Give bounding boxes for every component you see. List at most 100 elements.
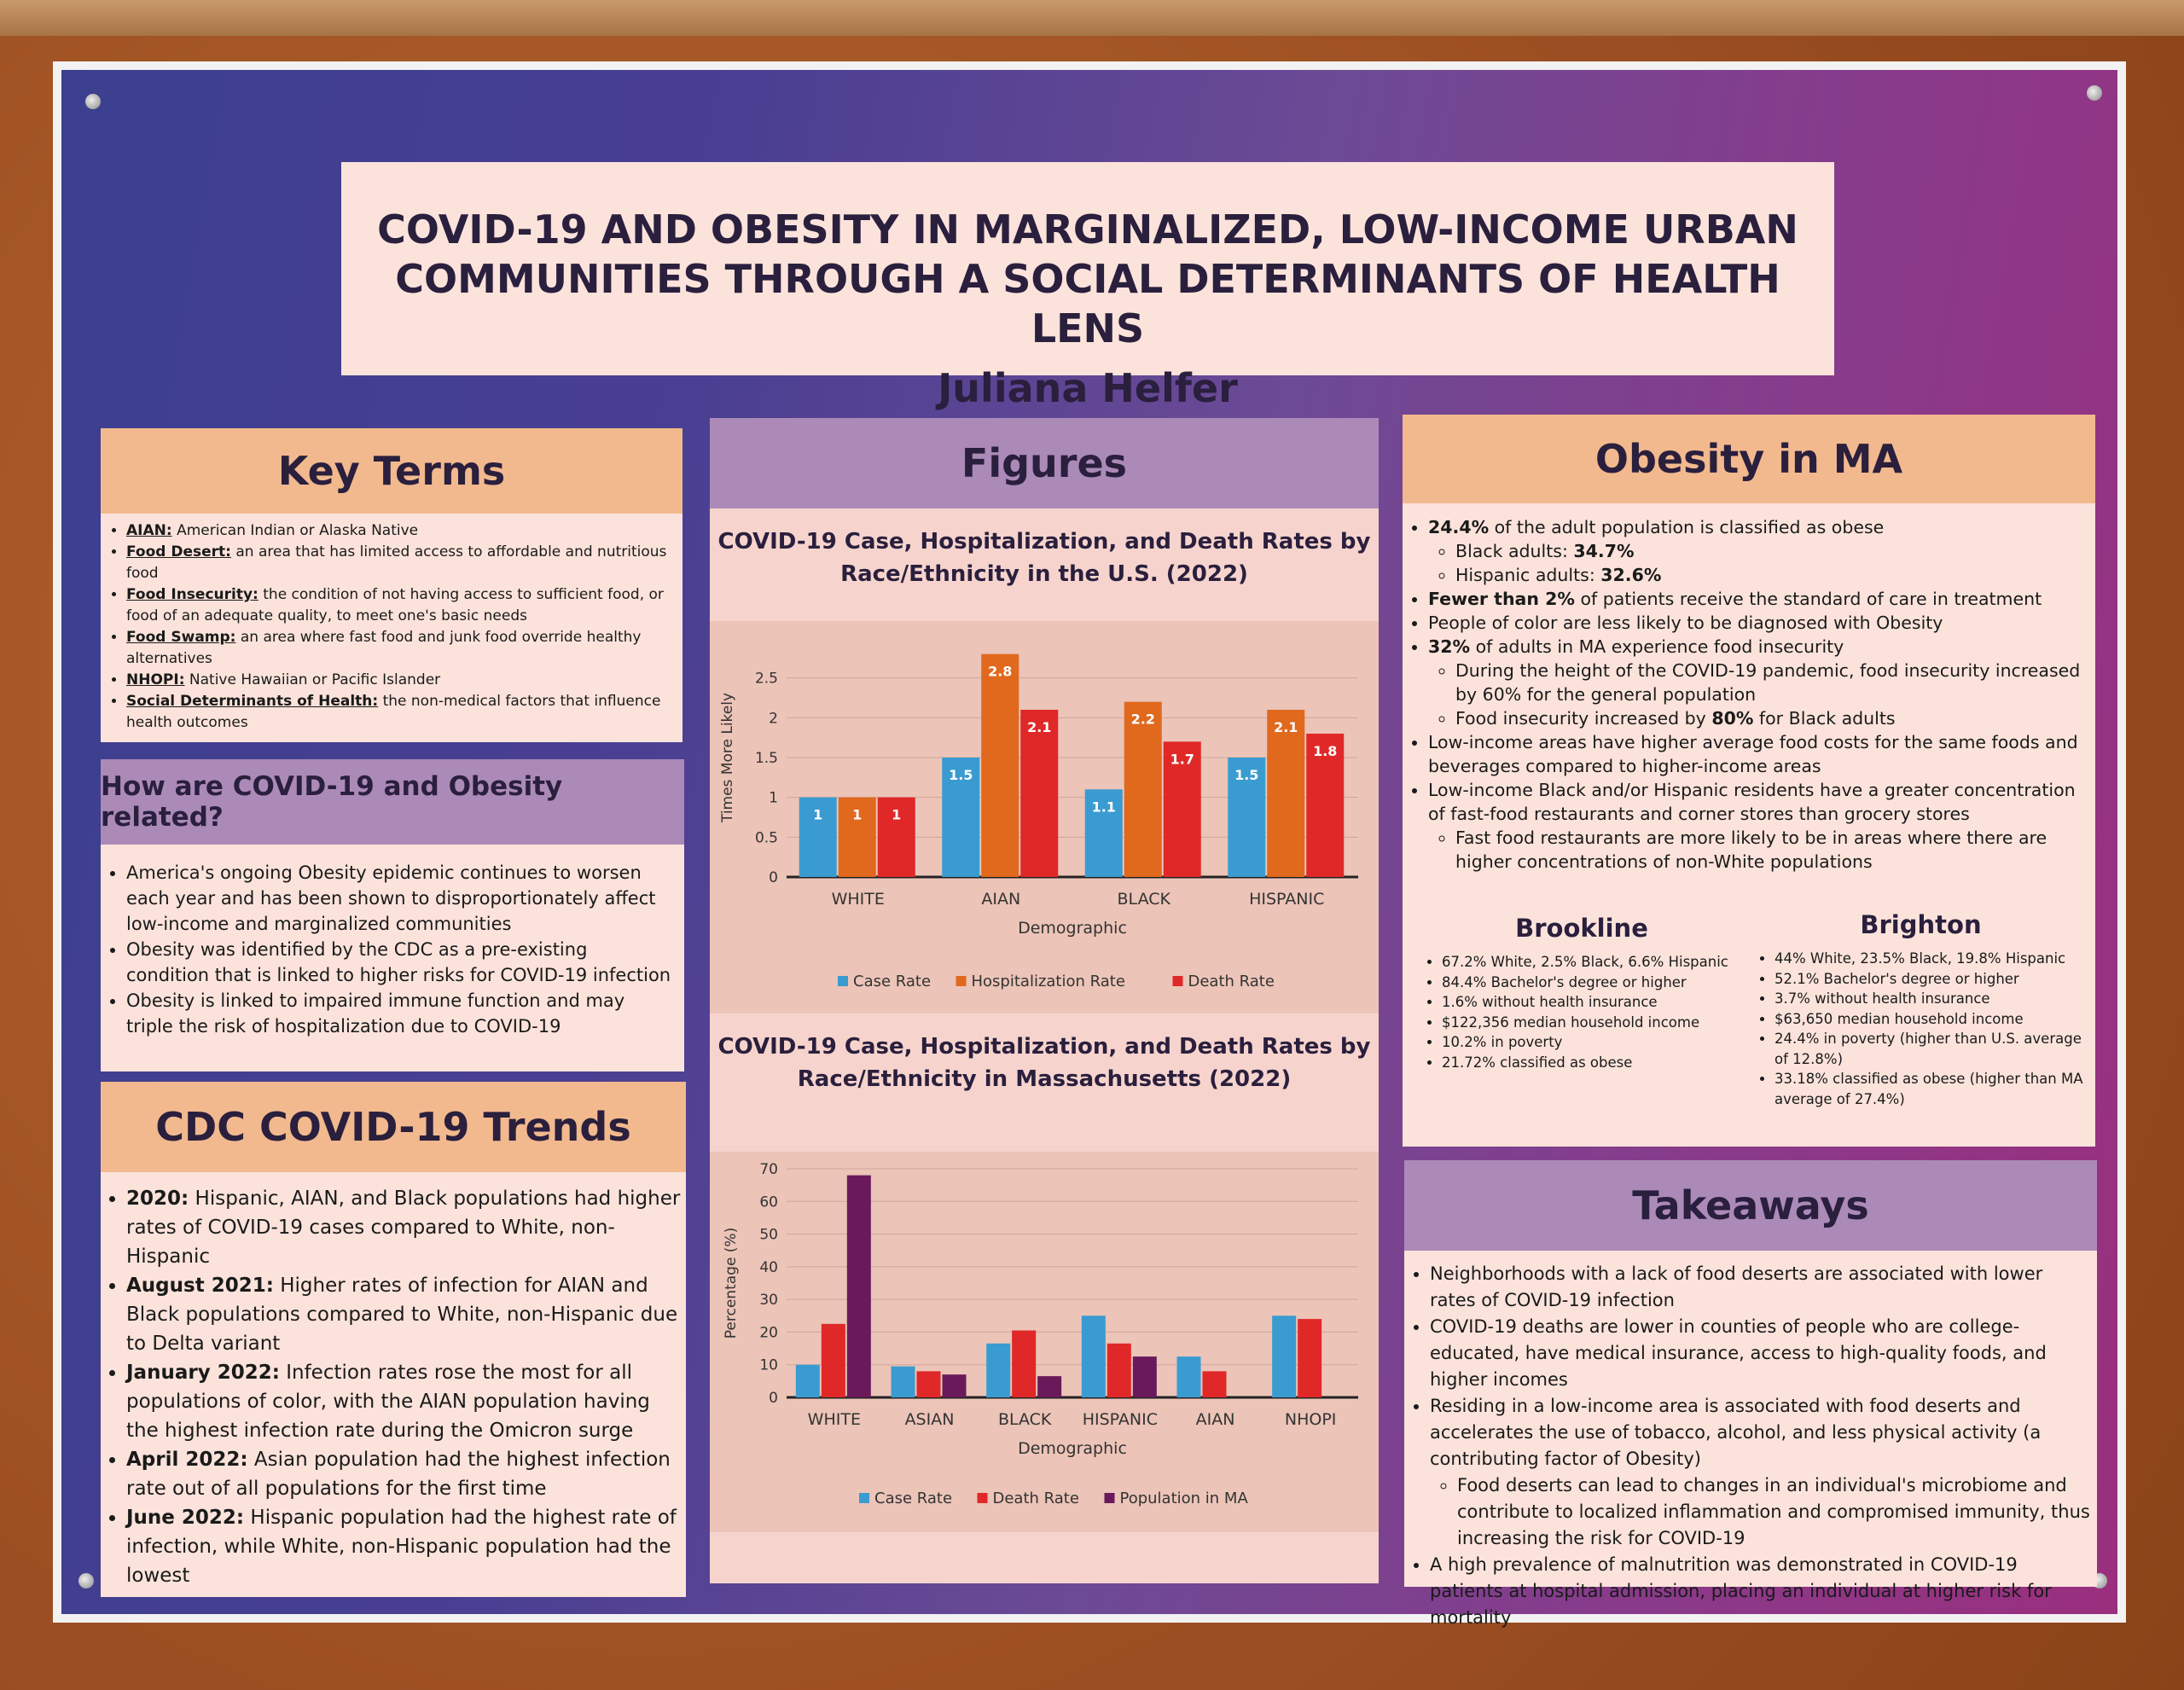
- poster: COVID-19 AND OBESITY IN MARGINALIZED, LO…: [53, 61, 2126, 1628]
- related-item: Obesity is linked to impaired immune fun…: [126, 988, 676, 1039]
- y-tick-label: 2: [769, 710, 778, 727]
- push-pin-icon: [78, 1573, 94, 1588]
- legend-entry: Hospitalization Rate: [972, 973, 1125, 990]
- x-category-label: BLACK: [1118, 890, 1171, 909]
- brighton-heading: Brighton: [1860, 910, 1982, 939]
- bar-population-in-ma: [1132, 1356, 1157, 1397]
- trend-date: 2020:: [126, 1188, 189, 1210]
- bar-death-rate: [1298, 1319, 1322, 1397]
- y-tick-label: 10: [759, 1357, 778, 1374]
- x-category-label: HISPANIC: [1083, 1410, 1158, 1429]
- bar-death-rate: [877, 797, 915, 877]
- key-term-item: NHOPI: Native Hawaiian or Pacific Island…: [126, 670, 674, 691]
- obesity-heading: Obesity in MA: [1403, 415, 2095, 503]
- related-heading: How are COVID-19 and Obesity related?: [101, 759, 684, 845]
- legend-swatch: [1104, 1493, 1115, 1503]
- trend-item: January 2022: Infection rates rose the m…: [126, 1358, 681, 1445]
- bar-data-label: 1.5: [949, 767, 973, 783]
- legend-entry: Death Rate: [1188, 973, 1275, 990]
- key-term-item: Food Desert: an area that has limited ac…: [126, 542, 674, 584]
- wood-frame: [0, 0, 2184, 36]
- bar-death-rate: [1012, 1330, 1037, 1397]
- bar-death-rate: [1306, 734, 1345, 877]
- legend-entry: Case Rate: [874, 1490, 952, 1507]
- bar-hospitalization-rate: [838, 797, 876, 877]
- trend-date: April 2022:: [126, 1449, 248, 1471]
- brookline-item: 1.6% without health insurance: [1442, 992, 1744, 1013]
- brighton-item: 33.18% classified as obese (higher than …: [1774, 1069, 2089, 1109]
- obesity-item: 32% of adults in MA experience food inse…: [1428, 635, 2083, 730]
- poster-title-line2: COMMUNITIES THROUGH A SOCIAL DETERMINANT…: [395, 256, 1780, 351]
- obesity-item: Fewer than 2% of patients receive the st…: [1428, 587, 2083, 611]
- bar-case-rate: [942, 758, 980, 877]
- takeaways-list: Neighborhoods with a lack of food desert…: [1404, 1261, 2092, 1631]
- bar-death-rate: [1163, 741, 1201, 877]
- legend-swatch: [859, 1493, 869, 1503]
- bar-data-label: 1: [892, 807, 901, 823]
- brighton-item: 24.4% in poverty (higher than U.S. avera…: [1774, 1029, 2089, 1069]
- takeaways-panel: Takeaways Neighborhoods with a lack of f…: [1404, 1160, 2097, 1628]
- trend-date: January 2022:: [126, 1362, 280, 1384]
- x-category-label: BLACK: [998, 1410, 1052, 1429]
- takeaway-item: Residing in a low-income area is associa…: [1430, 1393, 2092, 1552]
- takeaway-item: A high prevalence of malnutrition was de…: [1430, 1552, 2092, 1631]
- brighton-item: 3.7% without health insurance: [1774, 989, 2089, 1009]
- trend-date: June 2022:: [126, 1507, 245, 1529]
- trend-text: Hispanic, AIAN, and Black populations ha…: [126, 1188, 681, 1268]
- push-pin-icon: [85, 94, 101, 109]
- y-axis-label: Times More Likely: [719, 693, 736, 823]
- trend-text: Hispanic population had the highest rate…: [126, 1507, 677, 1587]
- chart2-title-line1: COVID-19 Case, Hospitalization, and Deat…: [717, 1034, 1371, 1060]
- trend-text: Asian population had the highest infecti…: [126, 1449, 671, 1500]
- key-term-definition: American Indian or Alaska Native: [171, 522, 419, 539]
- key-term-item: Food Swamp: an area where fast food and …: [126, 627, 674, 670]
- key-term-item: Food Insecurity: the condition of not ha…: [126, 584, 674, 627]
- obesity-sublist: Fast food restaurants are more likely to…: [1428, 826, 2083, 874]
- chart-us-rates: 0 0.5 1 1.5 2 2.5 Times More Likely 1 1 1 WHITE 1.5…: [719, 653, 1358, 990]
- obesity-sublist: During the height of the COVID-19 pandem…: [1428, 659, 2083, 730]
- obesity-subitem: Hispanic adults: 32.6%: [1455, 563, 2083, 587]
- bar-data-label: 2.2: [1131, 711, 1155, 728]
- obesity-subitem: During the height of the COVID-19 pandem…: [1455, 659, 2083, 706]
- bar-data-label: 1: [852, 807, 862, 823]
- takeaway-item: COVID-19 deaths are lower in counties of…: [1430, 1314, 2092, 1393]
- bar-data-label: 1.7: [1170, 751, 1194, 767]
- y-tick-label: 0: [769, 869, 778, 886]
- key-term-name: Food Insecurity:: [126, 586, 258, 603]
- x-axis-label: Demographic: [1018, 919, 1127, 938]
- key-terms-list: AIAN: American Indian or Alaska NativeFo…: [101, 520, 674, 734]
- key-term-definition: Native Hawaiian or Pacific Islander: [184, 671, 441, 688]
- bar-data-label: 1: [813, 807, 822, 823]
- legend-swatch: [1172, 976, 1183, 986]
- x-axis-label: Demographic: [1018, 1439, 1127, 1458]
- bar-data-label: 1.5: [1234, 767, 1258, 783]
- trends-list: 2020: Hispanic, AIAN, and Black populati…: [101, 1184, 681, 1590]
- y-tick-label: 1.5: [755, 750, 778, 767]
- brookline-item: 84.4% Bachelor's degree or higher: [1442, 973, 1744, 993]
- trends-panel: CDC COVID-19 Trends 2020: Hispanic, AIAN…: [101, 1082, 686, 1597]
- key-term-item: AIAN: American Indian or Alaska Native: [126, 520, 674, 542]
- obesity-subitem: Food insecurity increased by 80% for Bla…: [1455, 706, 2083, 730]
- x-category-label: ASIAN: [905, 1410, 955, 1429]
- chart-ma-rates: 0 10 20 30 40 50 60 70 Percentage (%) WHITE ASIAN B…: [723, 1161, 1358, 1507]
- chart2-title-line2: Race/Ethnicity in Massachusetts (2022): [797, 1066, 1292, 1092]
- key-term-name: NHOPI:: [126, 671, 185, 688]
- obesity-subitem: Fast food restaurants are more likely to…: [1455, 826, 2083, 874]
- key-term-name: Social Determinants of Health:: [126, 693, 379, 710]
- bar-population-in-ma: [1037, 1376, 1062, 1397]
- bar-death-rate: [1107, 1343, 1131, 1397]
- push-pin-icon: [2087, 85, 2102, 101]
- bar-death-rate: [1202, 1371, 1227, 1397]
- related-panel: How are COVID-19 and Obesity related? Am…: [101, 759, 684, 1071]
- obesity-item: Low-income areas have higher average foo…: [1428, 730, 2083, 778]
- bar-case-rate: [891, 1366, 915, 1397]
- bar-data-label: 1.1: [1092, 799, 1116, 815]
- takeaway-item: Neighborhoods with a lack of food desert…: [1430, 1261, 2092, 1314]
- bar-death-rate: [916, 1371, 941, 1397]
- x-category-label: HISPANIC: [1249, 890, 1324, 909]
- key-term-name: AIAN:: [126, 522, 172, 539]
- y-tick-label: 20: [759, 1324, 778, 1341]
- key-term-definition: an area where fast food and junk food ov…: [126, 629, 642, 667]
- trend-item: 2020: Hispanic, AIAN, and Black populati…: [126, 1184, 681, 1271]
- bar-population-in-ma: [942, 1374, 967, 1397]
